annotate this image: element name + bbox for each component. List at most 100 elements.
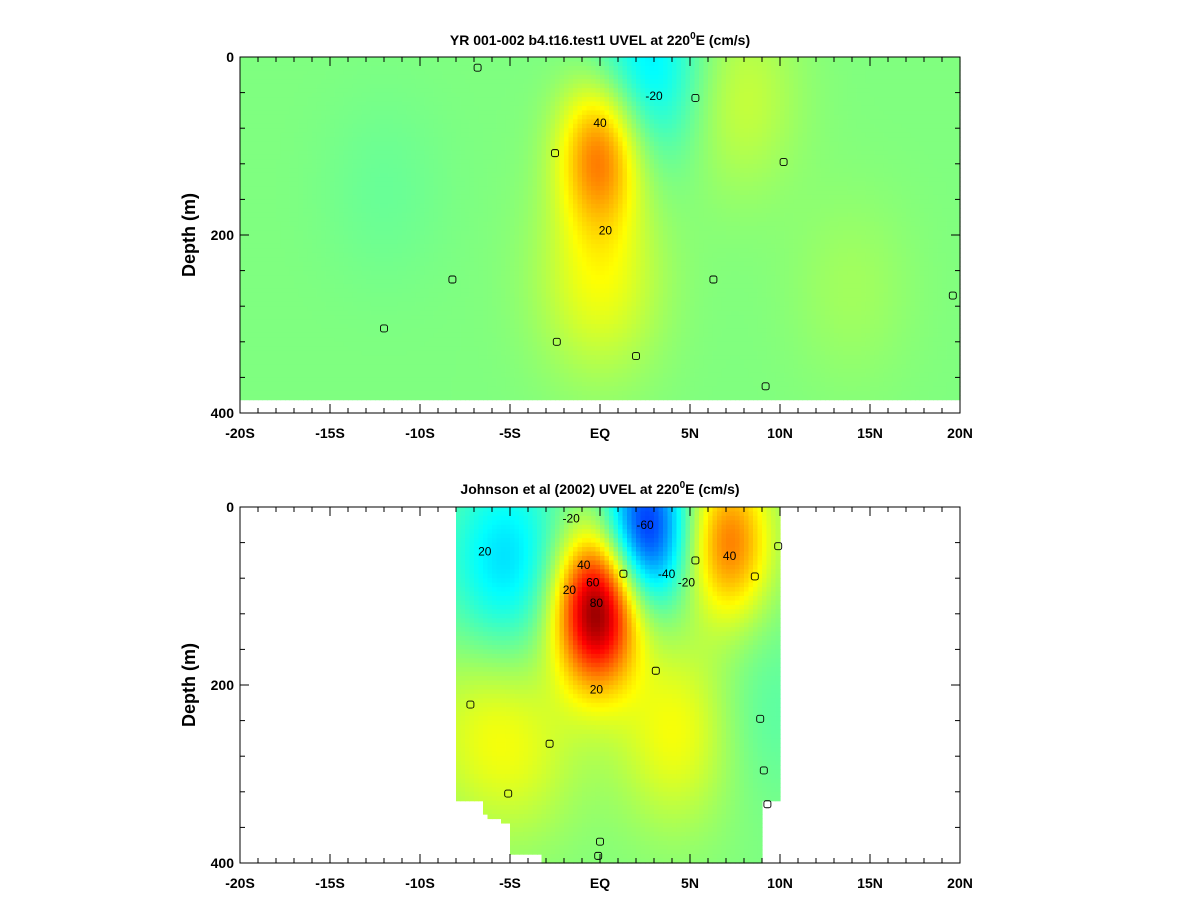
velocity-field (240, 57, 961, 401)
field-cell (289, 364, 295, 370)
field-cell (492, 194, 498, 200)
field-cell (433, 257, 439, 263)
field-cell (343, 217, 349, 223)
field-cell (469, 337, 475, 343)
field-cell (321, 275, 327, 281)
field-cell (321, 114, 327, 120)
field-cell (447, 114, 453, 120)
field-cell (271, 390, 277, 396)
field-cell (447, 212, 453, 218)
field-cell (411, 226, 417, 232)
field-cell (393, 288, 399, 294)
field-cell (348, 288, 354, 294)
field-cell (402, 154, 408, 160)
field-cell (276, 61, 282, 67)
field-cell (505, 97, 511, 103)
field-cell (501, 283, 507, 289)
field-cell (294, 74, 300, 80)
field-cell (433, 57, 439, 63)
field-cell (424, 346, 430, 352)
field-cell (339, 163, 345, 169)
field-cell (420, 257, 426, 263)
field-cell (456, 203, 462, 209)
field-cell (280, 386, 286, 392)
field-cell (343, 319, 349, 325)
field-cell (451, 297, 457, 303)
field-cell (505, 328, 511, 334)
field-cell (478, 70, 484, 76)
field-cell (415, 190, 421, 196)
field-cell (402, 332, 408, 338)
field-cell (330, 337, 336, 343)
field-cell (528, 235, 534, 241)
field-cell (523, 292, 529, 298)
field-cell (271, 208, 277, 214)
field-cell (379, 203, 385, 209)
field-cell (451, 168, 457, 174)
field-cell (514, 368, 520, 374)
field-cell (492, 181, 498, 187)
field-cell (253, 79, 259, 85)
field-cell (393, 235, 399, 241)
field-cell (469, 252, 475, 258)
field-cell (478, 141, 484, 147)
field-cell (510, 212, 516, 218)
field-cell (253, 83, 259, 89)
field-cell (411, 114, 417, 120)
field-cell (393, 128, 399, 134)
field-cell (496, 65, 502, 71)
field-cell (478, 128, 484, 134)
field-cell (384, 110, 390, 116)
field-cell (528, 221, 534, 227)
field-cell (366, 364, 372, 370)
field-cell (438, 252, 444, 258)
field-cell (330, 186, 336, 192)
field-cell (514, 132, 520, 138)
field-cell (271, 279, 277, 285)
field-cell (271, 364, 277, 370)
field-cell (505, 141, 511, 147)
field-cell (501, 190, 507, 196)
field-cell (451, 270, 457, 276)
field-cell (429, 181, 435, 187)
field-cell (330, 248, 336, 254)
field-cell (433, 270, 439, 276)
field-cell (271, 346, 277, 352)
field-cell (352, 248, 358, 254)
field-cell (361, 359, 367, 365)
field-cell (474, 310, 480, 316)
field-cell (357, 381, 363, 387)
field-cell (469, 226, 475, 232)
field-cell (465, 119, 471, 125)
field-cell (397, 146, 403, 152)
field-cell (456, 279, 462, 285)
field-cell (478, 110, 484, 116)
field-cell (469, 212, 475, 218)
field-cell (352, 181, 358, 187)
field-cell (474, 154, 480, 160)
field-cell (429, 377, 435, 383)
field-cell (469, 128, 475, 134)
field-cell (501, 315, 507, 321)
field-cell (352, 257, 358, 263)
field-cell (240, 257, 246, 263)
field-cell (465, 341, 471, 347)
field-cell (456, 386, 462, 392)
field-cell (402, 297, 408, 303)
field-cell (456, 199, 462, 205)
field-cell (325, 386, 331, 392)
field-cell (298, 217, 304, 223)
field-cell (402, 359, 408, 365)
field-cell (307, 275, 313, 281)
field-cell (258, 203, 264, 209)
field-cell (433, 88, 439, 94)
field-cell (352, 381, 358, 387)
field-cell (411, 341, 417, 347)
field-cell (249, 186, 255, 192)
field-cell (321, 359, 327, 365)
field-cell (307, 119, 313, 125)
field-cell (469, 217, 475, 223)
field-cell (289, 74, 295, 80)
field-cell (258, 177, 264, 183)
field-cell (487, 199, 493, 205)
